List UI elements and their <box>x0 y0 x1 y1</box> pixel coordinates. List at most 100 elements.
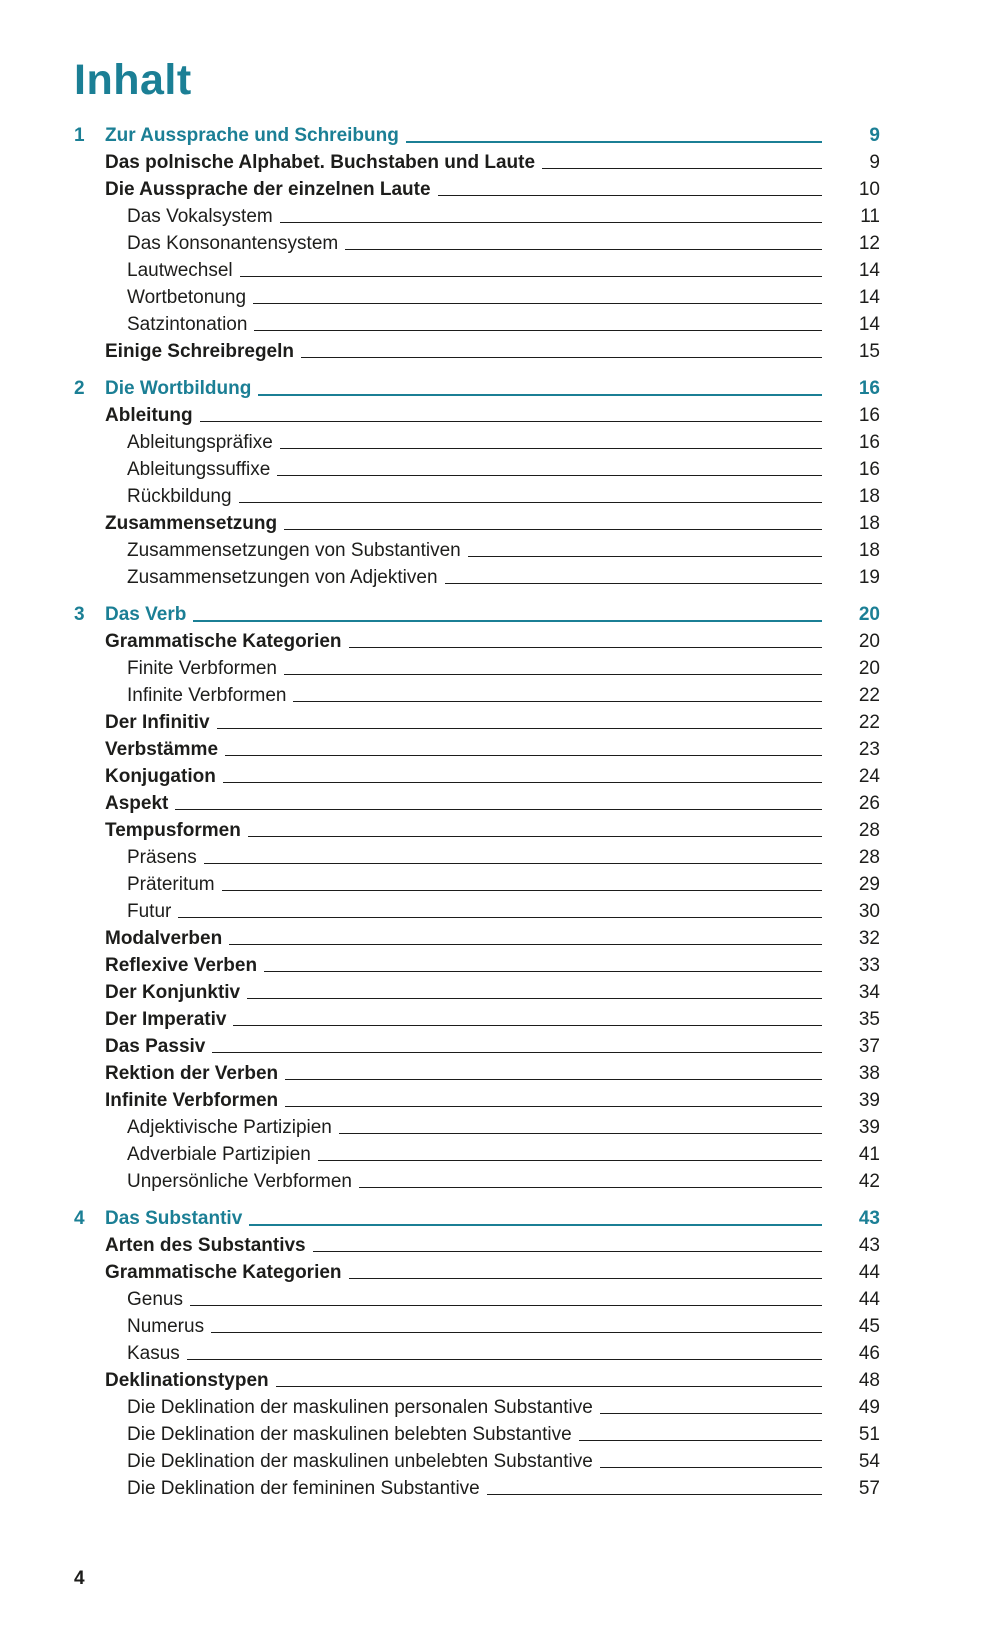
entry-page-number: 15 <box>858 341 880 362</box>
toc-entry-row: Ableitungssuffixe 16 <box>74 455 880 482</box>
entry-page-number: 10 <box>858 179 880 200</box>
entry-title: Die Deklination der femininen Substantiv… <box>127 1478 480 1499</box>
toc-entry-row: Zusammensetzungen von Substantiven 18 <box>74 536 880 563</box>
leader-line <box>542 168 822 169</box>
chapter-title: Die Wortbildung <box>105 378 252 399</box>
entry-title: Rektion der Verben <box>105 1063 279 1084</box>
entry-title: Numerus <box>127 1316 205 1337</box>
entry-page-number: 16 <box>858 459 880 480</box>
entry-page-number: 38 <box>858 1063 880 1084</box>
entry-page-number: 33 <box>858 955 880 976</box>
entry-title: Die Deklination der maskulinen unbelebte… <box>127 1451 593 1472</box>
toc-entry-row: Finite Verbformen 20 <box>74 654 880 681</box>
leader-line <box>301 357 822 358</box>
leader-line <box>345 249 822 250</box>
toc-entry-row: Der Imperativ 35 <box>74 1005 880 1032</box>
leader-line <box>285 1106 822 1107</box>
toc-entry-row: Präsens 28 <box>74 843 880 870</box>
entry-title: Präsens <box>127 847 197 868</box>
leader-line <box>249 1224 822 1226</box>
entry-page-number: 18 <box>858 540 880 561</box>
leader-line <box>216 728 822 729</box>
chapter-page-number: 9 <box>869 125 880 146</box>
toc-entry-row: Präteritum 29 <box>74 870 880 897</box>
toc-entry-row: Konjugation 24 <box>74 762 880 789</box>
leader-line <box>348 647 822 648</box>
entry-page-number: 14 <box>858 314 880 335</box>
entry-page-number: 22 <box>858 685 880 706</box>
toc-chapter-row: 4 Das Substantiv 43 <box>74 1204 880 1231</box>
toc-entry-row: Rückbildung 18 <box>74 482 880 509</box>
leader-line <box>203 863 822 864</box>
entry-title: Genus <box>127 1289 183 1310</box>
leader-line <box>221 890 822 891</box>
entry-page-number: 22 <box>858 712 880 733</box>
entry-page-number: 39 <box>858 1117 880 1138</box>
toc-entry-row: Das Vokalsystem 11 <box>74 202 880 229</box>
entry-page-number: 46 <box>858 1343 880 1364</box>
toc-entry-row: Das Passiv 37 <box>74 1032 880 1059</box>
entry-title: Die Aussprache der einzelnen Laute <box>105 179 431 200</box>
toc-entry-row: Reflexive Verben 33 <box>74 951 880 978</box>
leader-line <box>348 1278 822 1279</box>
leader-line <box>239 276 822 277</box>
entry-title: Das Konsonantensystem <box>127 233 339 254</box>
entry-page-number: 12 <box>858 233 880 254</box>
toc-entry-row: Die Deklination der femininen Substantiv… <box>74 1474 880 1501</box>
leader-line <box>467 556 822 557</box>
chapter-page-number: 20 <box>858 604 880 625</box>
toc-entry-row: Verbstämme 23 <box>74 735 880 762</box>
toc-entry-row: Ableitung 16 <box>74 401 880 428</box>
leader-line <box>247 998 822 999</box>
toc-entry-row: Satzintonation 14 <box>74 310 880 337</box>
leader-line <box>599 1413 822 1414</box>
entry-page-number: 24 <box>858 766 880 787</box>
leader-line <box>405 141 822 143</box>
entry-page-number: 48 <box>858 1370 880 1391</box>
chapter-number: 1 <box>74 125 85 146</box>
leader-line <box>284 529 822 530</box>
leader-line <box>193 620 822 622</box>
entry-title: Rückbildung <box>127 486 232 507</box>
entry-page-number: 16 <box>858 405 880 426</box>
entry-page-number: 20 <box>858 631 880 652</box>
entry-title: Infinite Verbformen <box>105 1090 279 1111</box>
entry-title: Der Imperativ <box>105 1009 227 1030</box>
leader-line <box>254 330 822 331</box>
entry-page-number: 9 <box>869 152 880 173</box>
page-title: Inhalt <box>74 56 192 104</box>
entry-page-number: 18 <box>858 486 880 507</box>
entry-page-number: 19 <box>858 567 880 588</box>
toc-entry-row: Tempusformen 28 <box>74 816 880 843</box>
leader-line <box>275 1386 822 1387</box>
leader-line <box>258 394 822 396</box>
entry-title: Das Passiv <box>105 1036 206 1057</box>
entry-title: Das Vokalsystem <box>127 206 273 227</box>
toc-entry-row: Deklinationstypen 48 <box>74 1366 880 1393</box>
toc-entry-row: Kasus 46 <box>74 1339 880 1366</box>
toc-entry-row: Lautwechsel 14 <box>74 256 880 283</box>
leader-line <box>283 674 822 675</box>
toc-list: 1 Zur Aussprache und Schreibung 9 Das po… <box>74 121 880 1501</box>
toc-entry-row: Die Deklination der maskulinen personale… <box>74 1393 880 1420</box>
toc-chapter-row: 3 Das Verb 20 <box>74 600 880 627</box>
leader-line <box>293 701 822 702</box>
entry-title: Arten des Substantivs <box>105 1235 306 1256</box>
toc-entry-row: Einige Schreibregeln 15 <box>74 337 880 364</box>
entry-title: Konjugation <box>105 766 216 787</box>
toc-chapter-row: 2 Die Wortbildung 16 <box>74 374 880 401</box>
toc-entry-row: Zusammensetzungen von Adjektiven 19 <box>74 563 880 590</box>
entry-page-number: 57 <box>858 1478 880 1499</box>
leader-line <box>578 1440 822 1441</box>
entry-page-number: 29 <box>858 874 880 895</box>
entry-page-number: 35 <box>858 1009 880 1030</box>
entry-title: Unpersönliche Verbformen <box>127 1171 352 1192</box>
toc-entry-row: Die Deklination der maskulinen unbelebte… <box>74 1447 880 1474</box>
entry-title: Kasus <box>127 1343 180 1364</box>
leader-line <box>175 809 822 810</box>
entry-page-number: 43 <box>858 1235 880 1256</box>
entry-page-number: 42 <box>858 1171 880 1192</box>
entry-title: Einige Schreibregeln <box>105 341 294 362</box>
entry-page-number: 11 <box>860 206 880 227</box>
entry-page-number: 20 <box>858 658 880 679</box>
